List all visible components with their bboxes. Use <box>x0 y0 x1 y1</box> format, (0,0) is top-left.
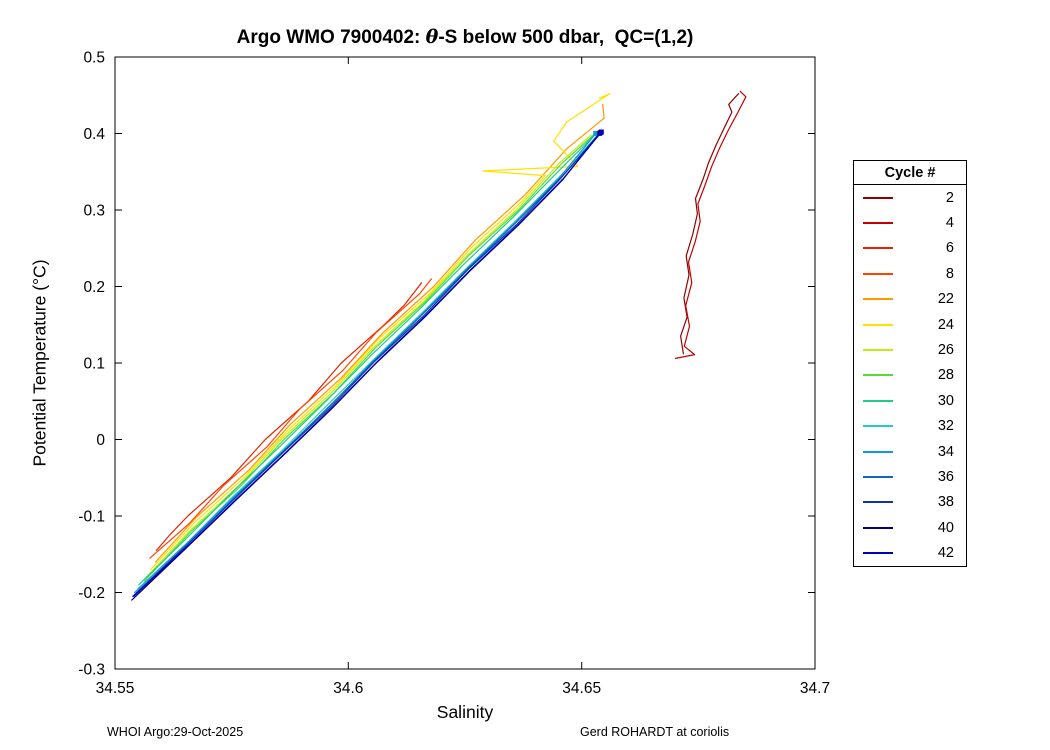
series-cycle-42 <box>133 131 602 597</box>
series-cycle-34 <box>134 132 597 594</box>
legend-line-sample <box>863 374 893 377</box>
x-tick-label: 34.6 <box>333 680 363 697</box>
legend-entry-cycle-42: 42 <box>854 540 966 565</box>
axes-box <box>114 56 816 670</box>
series-cycle-22 <box>155 103 605 563</box>
series-cycle-6 <box>155 282 423 552</box>
legend-line-sample <box>863 501 893 504</box>
legend-entry-label: 8 <box>945 265 954 282</box>
legend-entry-cycle-28: 28 <box>854 363 966 388</box>
legend-entries: 2 4 6 8 22 24 26 28 30 32 34 36 38 40 42 <box>854 185 966 566</box>
legend-entry-cycle-34: 34 <box>854 439 966 464</box>
y-tick-label: -0.3 <box>78 662 105 679</box>
y-tick-label: -0.1 <box>78 509 105 526</box>
legend-entry-label: 22 <box>937 291 954 308</box>
y-tick-label: 0.4 <box>83 126 105 143</box>
legend-entry-label: 34 <box>937 443 954 460</box>
legend-entry-cycle-26: 26 <box>854 337 966 362</box>
legend-entry-label: 26 <box>937 342 954 359</box>
legend-entry-label: 6 <box>945 240 954 257</box>
chart-title-suffix: -S below 500 dbar, QC=(1,2) <box>438 27 694 48</box>
legend-entry-cycle-6: 6 <box>854 236 966 261</box>
series-cycle-28 <box>143 132 596 582</box>
legend-entry-cycle-32: 32 <box>854 414 966 439</box>
series-cycle-30 <box>138 132 597 586</box>
y-tick-label: 0.5 <box>83 50 105 67</box>
legend-line-sample <box>863 552 893 555</box>
series-cycle-26 <box>145 134 592 578</box>
y-tick-label: 0.2 <box>83 279 105 296</box>
x-axis-label: Salinity <box>436 702 494 722</box>
legend-line-sample <box>863 425 893 428</box>
legend-entry-cycle-30: 30 <box>854 388 966 413</box>
legend-line-sample <box>863 323 893 326</box>
y-tick-label: 0.1 <box>83 356 105 373</box>
legend-entry-label: 28 <box>937 367 954 384</box>
legend-entry-label: 32 <box>937 418 954 435</box>
x-tick-label: 34.7 <box>800 680 830 697</box>
legend-entry-cycle-2: 2 <box>854 185 966 210</box>
x-tick-label: 34.55 <box>96 680 135 697</box>
legend-entry-cycle-36: 36 <box>854 464 966 489</box>
chart-title-prefix: Argo WMO 7900402: <box>236 27 426 48</box>
legend-entry-cycle-4: 4 <box>854 210 966 235</box>
legend-entry-label: 40 <box>937 519 954 536</box>
y-tick-label: 0.3 <box>83 203 105 220</box>
legend-entry-cycle-24: 24 <box>854 312 966 337</box>
legend-line-sample <box>863 196 893 199</box>
series-cycle-24 <box>149 93 611 571</box>
series-cycle-8 <box>149 278 432 559</box>
legend-line-sample <box>863 475 893 478</box>
legend-entry-label: 36 <box>937 468 954 485</box>
legend-entry-cycle-22: 22 <box>854 287 966 312</box>
legend-entry-label: 24 <box>937 316 954 333</box>
series-cycle-32 <box>137 134 599 590</box>
legend-line-sample <box>863 526 893 529</box>
legend-entry-label: 38 <box>937 494 954 511</box>
series-end-marker-cycle-42 <box>598 129 604 135</box>
legend-entry-label: 2 <box>945 189 954 206</box>
legend-line-sample <box>863 222 893 225</box>
legend-line-sample <box>863 450 893 453</box>
legend-line-sample <box>863 349 893 352</box>
legend-line-sample <box>863 298 893 301</box>
series-end-marker-cycle-34 <box>593 131 599 136</box>
series-cycle-38 <box>132 132 601 597</box>
y-tick-label: 0 <box>96 432 105 449</box>
legend: Cycle # 2 4 6 8 22 24 26 28 30 32 34 36 38 40 42 <box>853 160 967 567</box>
legend-entry-label: 30 <box>937 392 954 409</box>
chart-title: Argo WMO 7900402: θ-S below 500 dbar, QC… <box>115 26 815 49</box>
legend-entry-label: 42 <box>937 545 954 562</box>
theta-symbol: θ <box>425 26 439 48</box>
series-cycle-2 <box>679 93 740 355</box>
y-axis-label: Potential Temperature (°C) <box>29 259 50 467</box>
y-tick-label: -0.2 <box>78 585 105 602</box>
legend-line-sample <box>863 399 893 402</box>
footer-right-text: Gerd ROHARDT at coriolis <box>580 725 730 739</box>
legend-entry-cycle-38: 38 <box>854 490 966 515</box>
x-tick-label: 34.65 <box>562 680 601 697</box>
legend-title: Cycle # <box>854 161 966 185</box>
legend-entry-label: 4 <box>945 215 954 232</box>
legend-entry-cycle-8: 8 <box>854 261 966 286</box>
legend-entry-cycle-40: 40 <box>854 515 966 540</box>
legend-line-sample <box>863 272 893 275</box>
legend-line-sample <box>863 247 893 250</box>
footer-left-text: WHOI Argo:29-Oct-2025 <box>107 725 244 739</box>
series-cycle-4 <box>674 90 747 359</box>
